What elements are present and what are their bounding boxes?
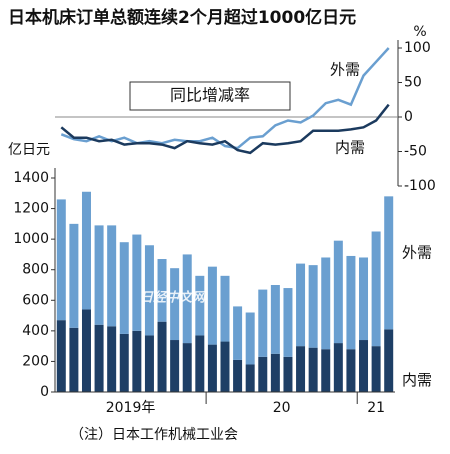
bar [81, 191, 91, 310]
bar [119, 242, 129, 334]
bar [207, 344, 217, 392]
panel-title-box [129, 81, 291, 111]
panel-title: 同比增减率 [170, 86, 250, 105]
bar [157, 259, 167, 322]
bar [107, 225, 117, 327]
line [60, 103, 390, 155]
watermark: 日经中文网 [140, 290, 207, 306]
bar [308, 265, 318, 348]
y2-tick-label: -50 [404, 144, 427, 160]
bar [270, 353, 280, 392]
bar [144, 335, 154, 392]
bar [296, 263, 306, 347]
bar [283, 356, 293, 392]
bar [119, 333, 129, 392]
bar [308, 347, 318, 392]
y2-tick-label: -100 [404, 178, 436, 194]
bar [182, 254, 192, 344]
bar [333, 240, 343, 344]
y-tick-label: 800 [22, 262, 49, 278]
bar [283, 288, 293, 357]
bar [359, 340, 369, 392]
bar [270, 285, 280, 354]
bar [321, 257, 331, 350]
line-label: 外需 [330, 61, 360, 79]
bar [170, 268, 180, 341]
bar [346, 255, 356, 350]
bar [359, 257, 369, 341]
y-tick-label: 1400 [13, 170, 49, 186]
bar [81, 309, 91, 392]
bar [56, 320, 66, 392]
bar [170, 340, 180, 392]
bar [107, 326, 117, 392]
bar [233, 359, 243, 392]
bar [94, 324, 104, 392]
bar [132, 234, 142, 331]
y-tick-label: 600 [22, 292, 49, 308]
chart-title: 日本机床订单总额连续2个月超过1000亿日元 [8, 7, 356, 28]
y-tick-label: 1200 [13, 201, 49, 217]
bar [195, 275, 205, 336]
y-tick-label: 400 [22, 323, 49, 339]
x-group-label: 2019年 [106, 400, 156, 416]
bar [258, 289, 268, 357]
y2-unit: % [413, 24, 426, 40]
bar [182, 343, 192, 392]
bar [144, 245, 154, 336]
y-tick-label: 1000 [13, 231, 49, 247]
line [60, 47, 390, 150]
bar [371, 231, 381, 347]
bar [258, 356, 268, 392]
bar [346, 349, 356, 392]
y2-tick-label: 50 [404, 75, 422, 91]
bar [384, 329, 394, 392]
bar [207, 266, 217, 345]
bar [245, 312, 255, 365]
bar [371, 346, 381, 392]
y-unit: 亿日元 [8, 142, 50, 158]
bar [384, 196, 394, 330]
legend-label: 内需 [402, 371, 432, 389]
bar [245, 364, 255, 392]
note: （注）日本工作机械工业会 [70, 427, 238, 443]
bar [132, 330, 142, 392]
legend-label: 外需 [402, 243, 432, 261]
bar [69, 327, 79, 392]
y2-tick-label: 0 [404, 109, 413, 125]
bar [220, 341, 230, 392]
y-tick-label: 200 [22, 353, 49, 369]
bar [157, 321, 167, 392]
bar [233, 306, 243, 360]
x-group-label: 20 [273, 400, 291, 416]
line-label: 内需 [335, 139, 365, 157]
x-group-label: 21 [367, 400, 385, 416]
y-tick-label: 0 [40, 384, 49, 400]
bar [56, 199, 66, 321]
bar [195, 335, 205, 392]
bar [333, 343, 343, 392]
y2-tick-label: 100 [404, 40, 431, 56]
bar [321, 349, 331, 392]
bar [220, 275, 230, 342]
bar [94, 225, 104, 325]
bar [69, 223, 79, 328]
bar [296, 346, 306, 392]
